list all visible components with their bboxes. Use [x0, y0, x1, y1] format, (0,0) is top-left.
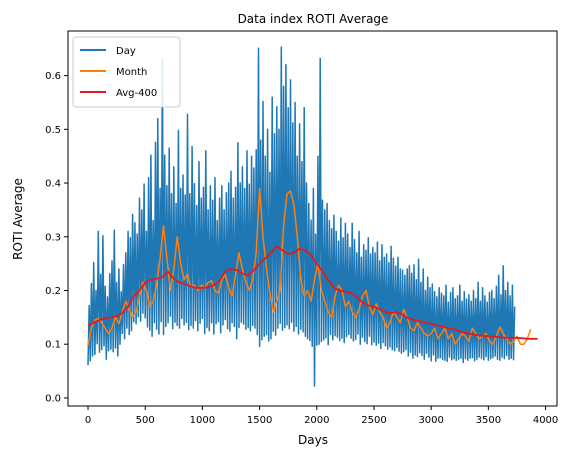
x-axis-label: Days — [298, 433, 328, 447]
series-line-day — [87, 46, 516, 387]
x-tick-label: 1000 — [190, 415, 215, 426]
legend-box — [72, 36, 181, 108]
plot-area — [87, 46, 538, 387]
y-tick-label: 0.3 — [45, 232, 61, 243]
legend-label-avg-400: Avg-400 — [116, 88, 157, 99]
y-tick-label: 0.1 — [45, 340, 61, 351]
y-tick-label: 0.2 — [45, 286, 61, 297]
x-tick-label: 2500 — [361, 415, 386, 426]
series-line-avg-400 — [87, 245, 538, 340]
series-line-month — [87, 187, 532, 346]
x-tick-label: 1500 — [247, 415, 272, 426]
legend: Day Month Avg-400 — [72, 36, 181, 108]
x-tick-label: 3500 — [476, 415, 501, 426]
x-tick-label: 0 — [85, 415, 91, 426]
x-tick-label: 3000 — [418, 415, 443, 426]
y-tick-label: 0.0 — [45, 393, 61, 404]
y-axis-label: ROTI Average — [11, 178, 25, 260]
x-axis: 0 500 1000 1500 2000 2500 3000 3500 4000 — [85, 406, 558, 426]
x-tick-label: 2000 — [304, 415, 329, 426]
legend-label-month: Month — [116, 67, 147, 78]
y-tick-label: 0.4 — [45, 179, 61, 190]
y-tick-label: 0.6 — [45, 71, 61, 82]
y-tick-label: 0.5 — [45, 125, 61, 136]
plot-frame — [67, 30, 558, 407]
x-tick-label: 4000 — [533, 415, 558, 426]
legend-label-day: Day — [116, 46, 136, 57]
chart-title: Data index ROTI Average — [238, 12, 389, 26]
y-axis: 0.0 0.1 0.2 0.3 0.4 0.5 0.6 — [45, 71, 68, 404]
x-tick-label: 500 — [136, 415, 155, 426]
